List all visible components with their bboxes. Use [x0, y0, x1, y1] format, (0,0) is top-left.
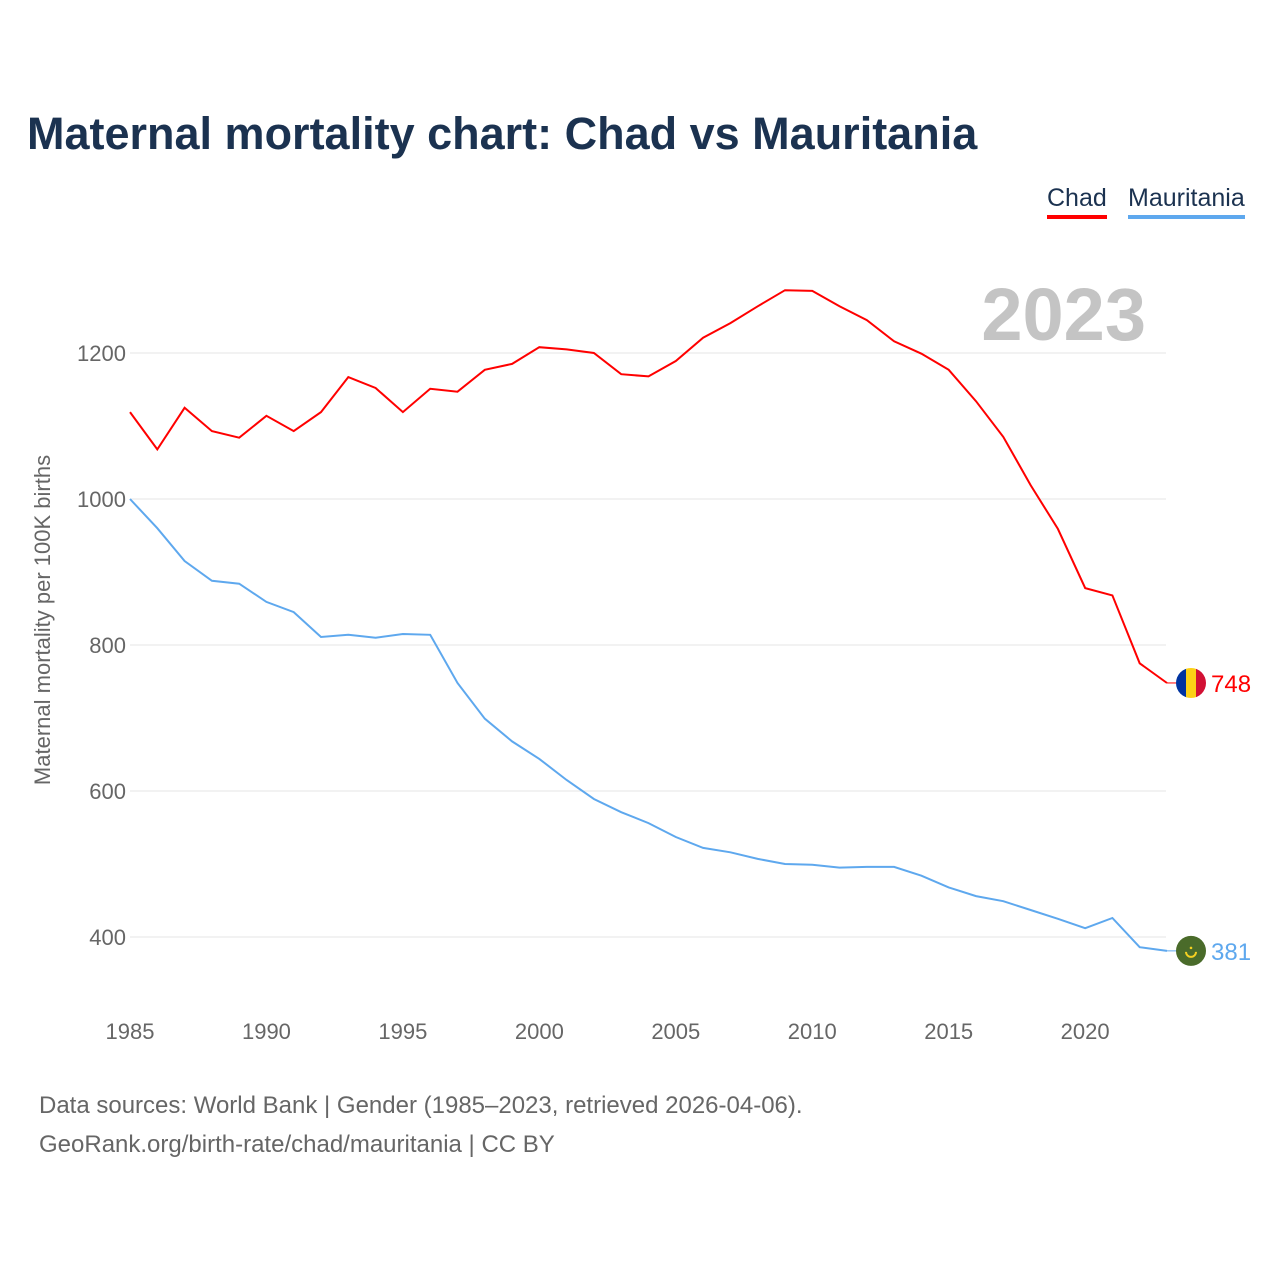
year-watermark: 2023 — [981, 273, 1146, 356]
y-tick-label: 800 — [89, 633, 126, 658]
x-tick-label: 2020 — [1061, 1019, 1110, 1044]
x-tick-label: 1995 — [378, 1019, 427, 1044]
end-value-label: 381 — [1211, 939, 1251, 966]
mauritania-flag-icon — [1176, 935, 1206, 966]
x-tick-label: 1985 — [106, 1019, 155, 1044]
x-tick-label: 2015 — [924, 1019, 973, 1044]
y-axis-label: Maternal mortality per 100K births — [30, 455, 55, 785]
end-value-label: 748 — [1211, 671, 1251, 698]
x-tick-label: 1990 — [242, 1019, 291, 1044]
y-tick-label: 400 — [89, 925, 126, 950]
chart-title: Maternal mortality chart: Chad vs Maurit… — [27, 108, 978, 159]
y-tick-label: 1000 — [77, 487, 126, 512]
y-tick-label: 1200 — [77, 341, 126, 366]
footer: Data sources: World Bank | Gender (1985–… — [39, 1086, 803, 1164]
series-line-mauritania — [129, 498, 1168, 952]
source-link[interactable]: GeoRank.org/birth-rate/chad/mauritania |… — [39, 1131, 555, 1158]
x-tick-label: 2010 — [788, 1019, 837, 1044]
x-tick-label: 2005 — [651, 1019, 700, 1044]
y-tick-label: 600 — [89, 779, 126, 804]
legend-mauritania[interactable]: Mauritania — [1128, 184, 1245, 219]
series-line-chad — [129, 289, 1168, 684]
legend-chad[interactable]: Chad — [1047, 184, 1107, 219]
x-tick-label: 2000 — [515, 1019, 564, 1044]
data-sources: Data sources: World Bank | Gender (1985–… — [39, 1092, 803, 1119]
chad-flag-icon — [1176, 667, 1206, 698]
